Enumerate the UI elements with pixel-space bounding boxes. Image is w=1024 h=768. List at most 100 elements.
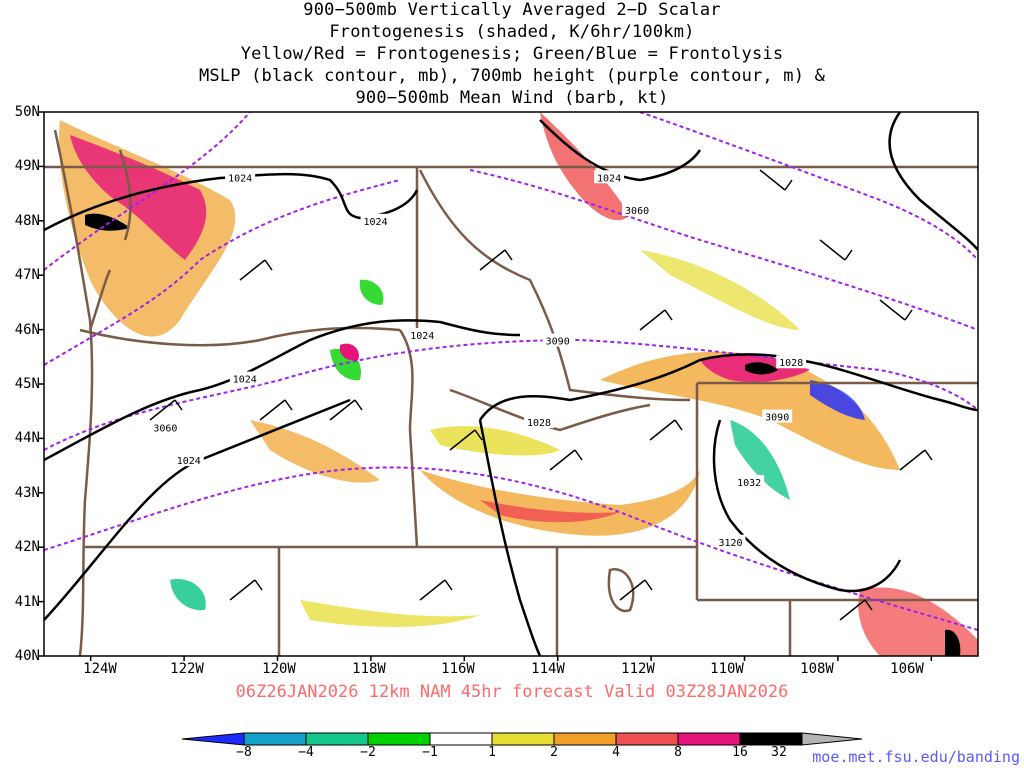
shade-band-nevada [300,600,480,627]
lon-label-110w: 110W [710,661,744,677]
wind-barb [419,579,453,601]
mslp-contour-label: 1024 [173,453,204,467]
mslp-contour-1024-oregon [44,319,521,462]
colorbar-swatch [367,732,431,746]
svg-text:1024: 1024 [364,217,388,228]
shade-yellow-central [430,426,560,456]
mslp-contour-1028 [478,353,978,421]
colorbar-swatch [801,732,863,746]
lon-label-116w: 116W [441,661,475,677]
svg-text:3120: 3120 [718,538,742,549]
wind-barbs [149,169,933,621]
shade-band-montana [600,351,900,470]
mslp-contour-1028-southwest [478,419,542,656]
shade-core-snake-river [480,500,620,523]
svg-text:3060: 3060 [625,206,649,217]
mslp-contour-label: 1024 [229,371,260,386]
coastline [53,129,94,656]
lat-label-50n: 50N [14,104,40,120]
colorbar-label: 16 [732,745,748,760]
shade-magenta-idaho-panhandle [339,343,359,361]
svg-text:1024: 1024 [597,173,621,184]
mslp-contour-1024-north [539,119,702,182]
forecast-valid-line: 06Z26JAN2026 12km NAM 45hr forecast Vali… [235,682,789,702]
height-contour-3060-northwest [44,112,251,271]
svg-text:1024: 1024 [177,456,201,467]
shade-southwest-green [170,579,206,611]
svg-text:1032: 1032 [737,478,761,489]
title-line-3: Yellow/Red = Frontogenesis; Green/Blue =… [240,44,784,64]
colorbar-swatch [491,732,555,746]
contour-labels: 1024 1024 1024 1024 1024 1024 1028 1028 1032 3060… [150,170,807,549]
border-oregon-idaho [398,329,419,548]
mslp-contour-1032 [712,419,902,593]
lat-label-44n: 44N [14,430,40,446]
lat-label-40n: 40N [14,648,40,664]
state-boundaries [44,129,978,656]
height-contour-label: 3090 [762,409,793,424]
lon-label-124w: 124W [83,661,117,677]
border-idaho-montana [418,169,691,402]
colorbar-label: −4 [298,745,314,760]
lat-label-43n: 43N [14,485,40,501]
height-contour-3060-north [469,169,978,331]
title-line-5: 900−500mb Mean Wind (barb, kt) [355,88,669,108]
shade-wyoming-frontolysis [810,380,865,420]
wind-barb [899,449,933,471]
wind-barb [449,429,483,451]
wind-barb [649,419,683,441]
colorbar-label: 32 [771,745,787,760]
lat-label-46n: 46N [14,322,40,338]
svg-text:1024: 1024 [228,173,252,184]
svg-text:1028: 1028 [779,358,803,369]
wind-barb [149,399,183,421]
wind-barb [239,259,273,281]
shade-yellow-eastern [640,250,800,330]
lon-label-120w: 120W [262,661,296,677]
wind-barb [639,309,673,331]
shade-band-oregon [250,420,380,483]
lat-label-45n: 45N [14,376,40,392]
lon-label-108w: 108W [800,661,834,677]
mslp-contour-label: 1024 [594,170,625,184]
shade-wyoming-green [730,420,790,500]
svg-text:3090: 3090 [546,336,570,347]
colorbar-label: −2 [360,745,376,760]
colorbar-swatch [739,732,803,746]
colorbar-label: 4 [612,745,620,760]
lon-label-118w: 118W [352,661,386,677]
wind-barb [839,599,873,621]
wind-barb [879,299,913,321]
lon-label-106w: 106W [890,661,924,677]
height-contour-label: 3060 [622,202,653,217]
shade-black-montana [745,362,778,375]
lat-label-47n: 47N [14,267,40,283]
wind-barb [619,579,653,601]
colorbar-swatch [243,732,307,746]
wind-barb [229,579,263,601]
wind-barb [259,399,293,421]
credit-link[interactable]: moe.met.fsu.edu/banding [812,748,1020,766]
height-contour-3030-northeast [639,112,978,261]
svg-text:3090: 3090 [765,413,789,424]
mslp-contour-label: 1028 [524,415,555,429]
lat-label-48n: 48N [14,213,40,229]
columbia-river [88,269,112,331]
colorbar-label: −8 [236,745,252,760]
lat-label-41n: 41N [14,594,40,610]
mslp-contour-label: 1028 [776,355,807,369]
colorbar-swatch [615,732,679,746]
mslp-contour-east [888,112,978,251]
colorbar-label: 2 [550,745,558,760]
wind-barb [329,399,363,421]
colorbar-label: −1 [422,745,438,760]
colorbar-label: 8 [674,745,682,760]
wind-barb [819,239,853,261]
height-contour-label: 3060 [150,420,181,435]
colorbar-swatch [305,732,369,746]
map-plot-area: 1024 1024 1024 1024 1024 1024 1028 1028 1032 3060… [44,112,978,656]
height-contour-label: 3120 [715,534,746,549]
svg-text:3060: 3060 [153,424,177,435]
axis-ticks [39,111,933,661]
svg-text:1024: 1024 [233,375,257,386]
